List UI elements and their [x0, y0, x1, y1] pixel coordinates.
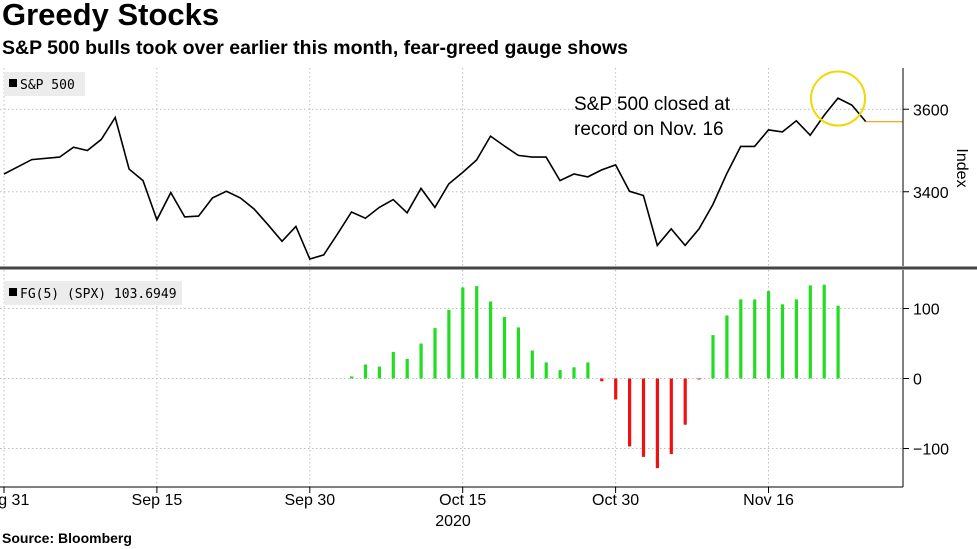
fg-bar	[669, 378, 673, 455]
fg-bar	[419, 343, 423, 379]
bottom-ytick-label: 100	[913, 302, 940, 319]
fg-bar	[794, 299, 798, 379]
fg-bar	[836, 305, 840, 379]
fg-bar	[530, 350, 534, 379]
fg-bar	[572, 367, 576, 379]
bottom-ytick-label: 0	[913, 372, 922, 389]
chart-title: Greedy Stocks	[2, 0, 220, 32]
x-axis-year-label: 2020	[435, 513, 471, 530]
fg-bar	[516, 327, 520, 379]
fg-bar	[753, 299, 757, 379]
fg-bar	[600, 378, 604, 382]
top-ytick-label: 3400	[913, 185, 949, 202]
top-y-ticks: 3400 3600	[903, 102, 949, 202]
fg-bar	[461, 287, 465, 379]
annotation-line-2: record on Nov. 16	[574, 119, 724, 140]
top-legend-label: S&P 500	[20, 78, 75, 93]
fg-bar	[655, 378, 659, 469]
xtick-label: Aug 31	[0, 492, 29, 509]
fg-bar	[544, 362, 548, 379]
fear-greed-bars	[350, 284, 840, 469]
xtick-label: Oct 30	[592, 492, 639, 509]
fg-bar	[641, 378, 646, 457]
fg-bar	[433, 328, 437, 379]
annotation-line-1: S&P 500 closed at	[574, 94, 731, 115]
fg-bar	[808, 285, 812, 379]
fg-bar	[683, 378, 687, 425]
xtick-label: Nov 16	[743, 492, 794, 509]
fg-bar	[489, 301, 493, 379]
fg-bar	[822, 284, 826, 379]
xtick-label: Oct 15	[439, 492, 486, 509]
fg-bar	[558, 370, 562, 379]
fg-bar	[405, 358, 409, 379]
top-panel-grid	[0, 68, 903, 266]
bottom-legend-box	[4, 281, 182, 305]
fg-bar	[350, 376, 354, 379]
sp500-line	[3, 97, 867, 260]
chart-subtitle: S&P 500 bulls took over earlier this mon…	[2, 37, 628, 59]
fg-bar	[586, 362, 590, 379]
xtick-label: Sep 15	[132, 492, 183, 509]
fg-bar	[377, 366, 381, 379]
fg-bar	[739, 299, 743, 379]
bottom-y-ticks: 100 0 −100	[903, 302, 949, 459]
bottom-ytick-label: −100	[913, 442, 949, 459]
fg-bar	[475, 286, 479, 379]
top-ytick-label: 3600	[913, 102, 949, 119]
bottom-legend-label: FG(5) (SPX) 103.6949	[20, 287, 177, 302]
fg-bar	[697, 378, 701, 380]
fg-bar	[363, 364, 368, 379]
xtick-label: Sep 30	[284, 492, 335, 509]
fg-bar	[502, 316, 507, 379]
fg-bar	[391, 351, 395, 379]
bottom-legend-swatch	[9, 288, 17, 296]
top-legend-swatch	[9, 79, 17, 87]
fg-bar	[711, 335, 715, 379]
source-note: Source: Bloomberg	[2, 530, 132, 546]
y-axis-label: Index	[953, 148, 970, 187]
fg-bar	[628, 378, 632, 447]
fg-bar	[780, 304, 785, 379]
fg-bar	[614, 378, 618, 400]
fg-bar	[767, 291, 771, 379]
fg-bar	[725, 315, 729, 379]
fg-bar	[447, 309, 451, 379]
record-highlight-circle	[810, 70, 866, 127]
x-axis-ticks: Aug 31 Sep 15 Sep 30 Oct 15 Oct 30 Nov 16	[0, 487, 794, 509]
top-legend-box	[4, 72, 85, 96]
